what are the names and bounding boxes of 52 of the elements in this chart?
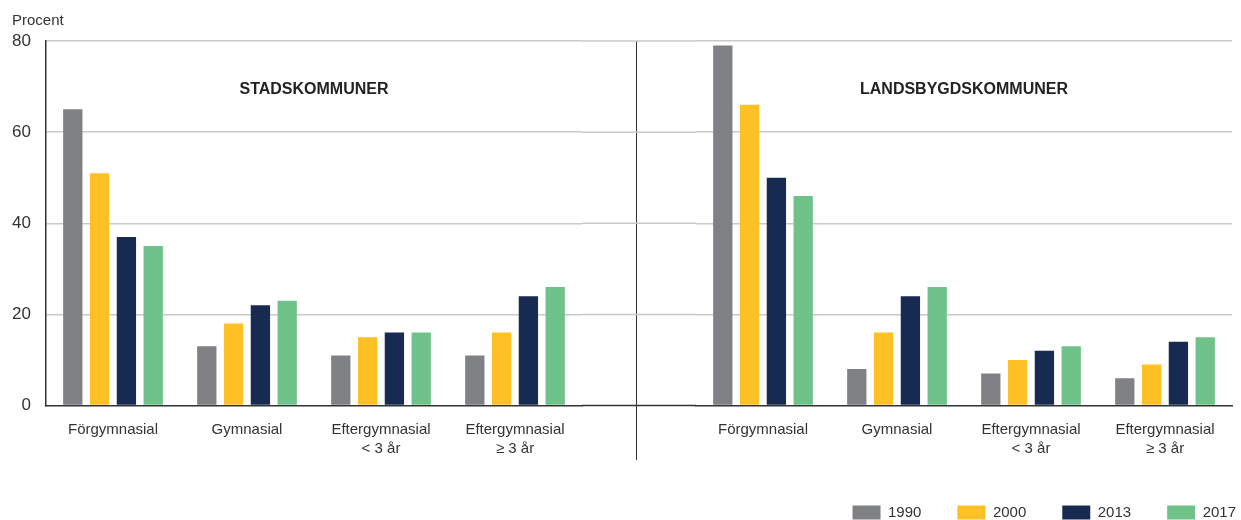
bar bbox=[739, 104, 760, 405]
bar bbox=[277, 300, 297, 405]
x-tick-label: Förgymnasial bbox=[717, 420, 809, 438]
bar bbox=[250, 305, 271, 405]
legend-label: 2000 bbox=[992, 502, 1027, 520]
x-tick-label: Eftergymnasial ≥ 3 år bbox=[465, 420, 565, 456]
bar bbox=[981, 373, 1001, 405]
y-tick-label: 80 bbox=[12, 30, 31, 50]
y-tick-label: 20 bbox=[12, 304, 31, 324]
bar bbox=[1115, 378, 1135, 405]
x-tick-label: Gymnasial bbox=[211, 420, 283, 438]
legend-label: 1990 bbox=[888, 502, 922, 520]
bar bbox=[1034, 350, 1055, 405]
bar bbox=[766, 177, 787, 405]
y-tick-label: 0 bbox=[21, 395, 31, 415]
bar bbox=[465, 355, 485, 405]
bar bbox=[873, 332, 894, 405]
legend-label: 2017 bbox=[1202, 502, 1237, 520]
bar bbox=[1007, 359, 1028, 405]
bar bbox=[411, 332, 431, 405]
bar bbox=[927, 287, 947, 405]
bar bbox=[847, 369, 867, 405]
y-axis-title: Procent bbox=[12, 11, 65, 29]
text: LANDSBYGDSKOMMUNER bbox=[860, 80, 1069, 98]
y-tick-label: 40 bbox=[12, 212, 31, 232]
x-tick-label: Förgymnasial bbox=[67, 420, 159, 438]
bar bbox=[197, 346, 217, 405]
text: STADSKOMMUNER bbox=[239, 80, 389, 98]
x-tick-label: Eftergymnasial ≥ 3 år bbox=[1115, 420, 1215, 456]
y-tick-label: 60 bbox=[12, 121, 31, 141]
bar bbox=[713, 45, 733, 405]
bar bbox=[223, 323, 244, 405]
bar bbox=[491, 332, 512, 405]
bar bbox=[545, 287, 565, 405]
x-tick-label: Eftergymnasial < 3 år bbox=[331, 420, 431, 456]
bar bbox=[793, 195, 813, 405]
bar bbox=[1061, 346, 1081, 405]
x-tick-label: Gymnasial bbox=[861, 420, 933, 438]
legend-label: 2013 bbox=[1097, 502, 1132, 520]
bar bbox=[900, 296, 921, 405]
bar bbox=[89, 173, 110, 405]
bar bbox=[63, 109, 83, 405]
bar bbox=[1195, 337, 1215, 405]
bar bbox=[518, 296, 539, 405]
bar bbox=[143, 246, 163, 405]
bar bbox=[116, 236, 137, 405]
bar bbox=[1168, 341, 1189, 405]
bar bbox=[384, 332, 405, 405]
bar bbox=[357, 337, 378, 405]
bar bbox=[331, 355, 351, 405]
x-tick-label: Eftergymnasial < 3 år bbox=[981, 420, 1081, 456]
bar bbox=[1141, 364, 1162, 405]
